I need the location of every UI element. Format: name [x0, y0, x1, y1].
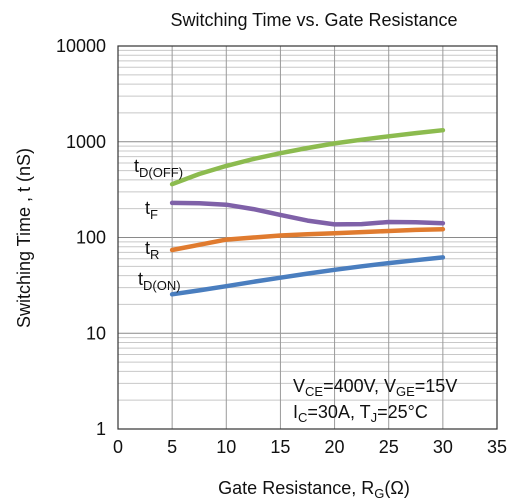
condition-line: VCE=400V, VGE=15V [293, 376, 457, 399]
series-line-t-don [169, 255, 446, 297]
x-axis-label: Gate Resistance, RG(Ω) [218, 478, 410, 501]
plot-frame [117, 45, 498, 430]
series-label: tD(ON) [138, 269, 181, 293]
chart-title: Switching Time vs. Gate Resistance [170, 10, 457, 30]
x-tick-label: 20 [325, 437, 345, 457]
y-tick-label: 1000 [66, 132, 106, 152]
y-tick-label: 100 [76, 228, 106, 248]
x-tick-label: 10 [216, 437, 236, 457]
series-line-t-doff [169, 127, 446, 187]
series-line-t-f [169, 200, 446, 227]
x-tick-label: 25 [379, 437, 399, 457]
test-conditions: VCE=400V, VGE=15V IC=30A, TJ=25°C [293, 376, 457, 425]
axes [117, 45, 498, 430]
x-tick-label: 15 [270, 437, 290, 457]
x-tick-label: 0 [113, 437, 123, 457]
grid [117, 45, 498, 430]
series-line-t-r [169, 226, 446, 253]
series-label: tF [145, 198, 158, 222]
tick-labels: 0 5 10 15 20 25 30 35 1 10 100 1000 10000 [56, 36, 507, 457]
y-axis-label: Switching Time , t (nS) [14, 148, 34, 328]
y-tick-label: 1 [96, 419, 106, 439]
x-tick-label: 35 [487, 437, 507, 457]
series-label: tR [145, 238, 159, 262]
condition-line: IC=30A, TJ=25°C [293, 402, 428, 425]
y-tick-label: 10000 [56, 36, 106, 56]
x-tick-label: 30 [433, 437, 453, 457]
y-tick-label: 10 [86, 323, 106, 343]
series-label: tD(OFF) [134, 156, 183, 180]
x-tick-label: 5 [167, 437, 177, 457]
series-lines [169, 127, 446, 297]
series-labels: tD(OFF) tF tR tD(ON) [134, 156, 183, 293]
